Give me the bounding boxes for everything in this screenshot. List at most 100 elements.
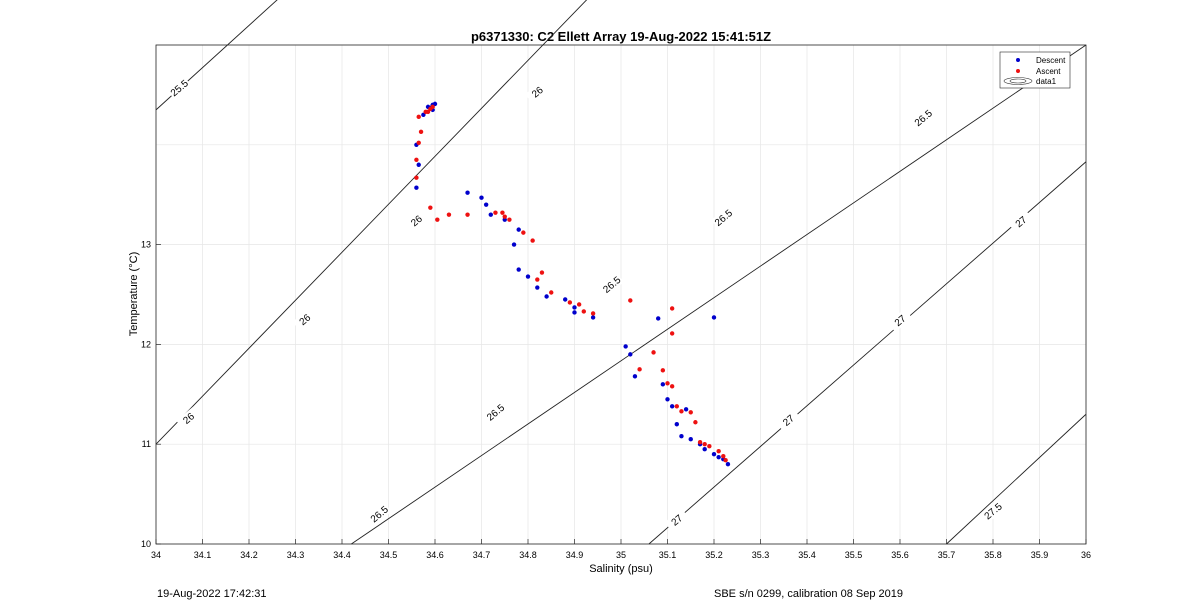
descent-point	[590, 315, 596, 320]
descent-point	[416, 162, 421, 167]
ascent-point	[416, 140, 421, 146]
ascent-point	[693, 420, 698, 425]
ascent-point	[416, 114, 421, 120]
isopycnal-line	[351, 44, 1087, 545]
x-tick-label: 35.7	[938, 550, 956, 560]
legend-box	[999, 51, 1071, 89]
descent-point	[544, 294, 549, 299]
descent-point	[711, 451, 717, 457]
x-tick-label: 34.6	[426, 550, 444, 560]
x-tick-label: 35.1	[659, 550, 677, 560]
legend-label-descent: Descent	[1036, 56, 1066, 65]
contour-label-bg	[599, 272, 624, 297]
legend: Descent Ascent data1	[999, 51, 1071, 89]
descent-point	[688, 437, 693, 442]
x-tick-label: 34.5	[380, 550, 398, 560]
y-tick-label: 10	[141, 539, 151, 549]
ascent-point	[723, 457, 728, 463]
ascent-point	[414, 157, 419, 162]
descent-point	[725, 461, 731, 467]
ascent-point	[716, 448, 721, 454]
isopycnal-line	[155, 0, 588, 445]
descent-point	[669, 404, 675, 409]
ascent-point	[637, 367, 642, 372]
ascent-point	[507, 217, 512, 222]
x-tick-label: 36	[1081, 550, 1091, 560]
ascent-point	[669, 384, 675, 389]
contour-label-bg	[664, 508, 690, 532]
legend-marker-descent	[1016, 58, 1020, 62]
descent-point	[516, 267, 521, 272]
contour-label-bg	[292, 307, 318, 332]
footer-calibration: SBE s/n 0299, calibration 08 Sep 2019	[714, 588, 903, 600]
isopycnal-contours: 25.525.52626262626.526.526.526.526.52727…	[155, 0, 1087, 545]
x-tick-label: 34.9	[566, 550, 584, 560]
ascent-point	[535, 277, 540, 282]
descent-point	[465, 190, 470, 195]
ascent-point	[707, 443, 712, 449]
ascent-point	[628, 298, 633, 303]
y-tick-label: 12	[141, 339, 151, 349]
descent-point	[623, 344, 628, 349]
descent-point	[656, 316, 661, 321]
legend-label-data1: data1	[1036, 77, 1057, 86]
contour-label-bg	[525, 80, 550, 104]
contour-label-bg	[176, 406, 201, 430]
ascent-point	[665, 381, 670, 386]
descent-point	[479, 195, 484, 200]
ascent-point	[651, 350, 656, 355]
ascent-point	[590, 311, 596, 316]
ascent-point	[539, 270, 545, 275]
x-axis-label: Salinity (psu)	[589, 563, 653, 575]
y-tick-label: 11	[142, 439, 151, 449]
ascent-point	[679, 409, 684, 414]
ascent-point	[702, 442, 707, 447]
ascent-point	[465, 212, 470, 217]
ascent-point	[669, 331, 675, 336]
legend-contour-icon-inner	[1009, 78, 1027, 84]
x-tick-label: 34.7	[473, 550, 491, 560]
contour-label-bg	[980, 499, 1006, 523]
data-points	[414, 101, 731, 467]
ascent-point	[414, 175, 419, 180]
ascent-point	[576, 302, 582, 307]
x-tick-label: 35.5	[845, 550, 863, 560]
x-tick-label: 34.8	[519, 550, 537, 560]
descent-point	[414, 185, 419, 190]
ascent-point	[502, 214, 507, 219]
grid-lines	[155, 44, 1087, 545]
y-axis-label: Temperature (°C)	[128, 252, 140, 336]
descent-point	[683, 407, 689, 412]
ascent-point	[418, 129, 424, 135]
legend-contour-icon	[1003, 77, 1033, 85]
x-tick-label: 34.3	[287, 550, 305, 560]
contour-label-bg	[776, 408, 801, 432]
ascent-point	[688, 410, 693, 415]
x-tick-label: 34.1	[194, 550, 212, 560]
ascent-point	[674, 404, 679, 409]
chart-title: p6371330: C2 Ellett Array 19-Aug-2022 15…	[471, 29, 771, 44]
descent-point	[674, 422, 679, 427]
ascent-point	[669, 306, 675, 311]
contour-label-bg	[483, 400, 508, 424]
ascent-point	[428, 205, 433, 210]
x-tick-label: 35.4	[798, 550, 816, 560]
x-tick-label: 35.9	[1031, 550, 1049, 560]
legend-marker-ascent	[1016, 69, 1020, 73]
footer-timestamp: 19-Aug-2022 17:42:31	[157, 588, 267, 600]
x-tick-label: 34.4	[333, 550, 351, 560]
ascent-point	[549, 290, 554, 295]
contour-label-bg	[910, 106, 936, 130]
ascent-point	[446, 212, 452, 217]
ascent-point	[660, 368, 666, 373]
ascent-point	[493, 210, 498, 215]
contour-label-bg	[1008, 209, 1034, 234]
x-tick-label: 34.2	[240, 550, 258, 560]
x-tick-label: 35.3	[752, 550, 770, 560]
descent-point	[483, 202, 489, 207]
descent-point	[628, 352, 633, 357]
ascent-point	[425, 109, 431, 115]
x-tick-label: 35.2	[705, 550, 723, 560]
y-tick-label: 13	[141, 240, 151, 250]
descent-point	[632, 374, 638, 379]
